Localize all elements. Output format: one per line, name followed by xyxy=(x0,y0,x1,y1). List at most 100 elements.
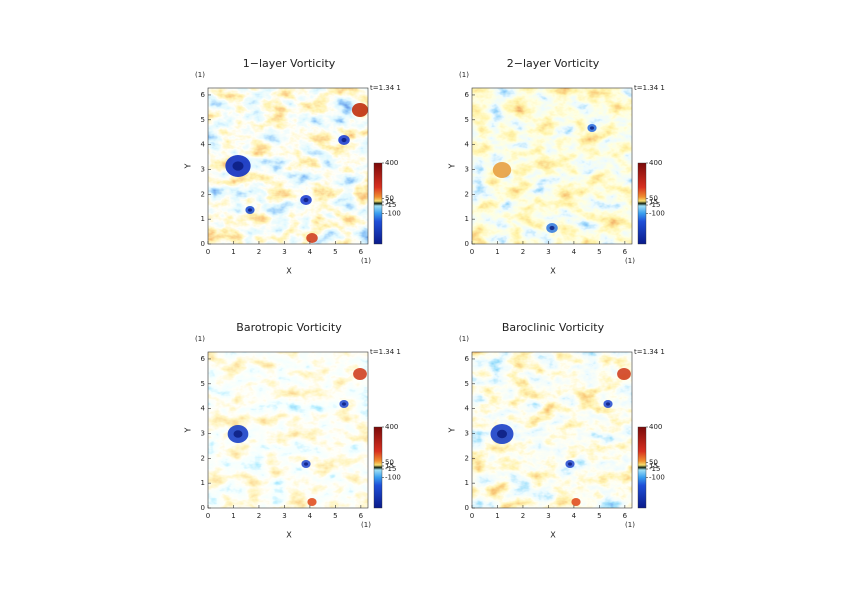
x-axis-label: X xyxy=(550,267,556,276)
x-tick-label: 0 xyxy=(470,512,474,520)
x-tick-label: 3 xyxy=(282,248,286,256)
x-tick-label: 6 xyxy=(623,512,628,520)
colorbar-tick-label: -15 xyxy=(385,201,396,209)
plot-frame xyxy=(207,351,369,509)
y-tick-label: 6 xyxy=(465,91,470,99)
y-tick-label: 6 xyxy=(201,91,206,99)
y-unit: (1) xyxy=(195,71,205,79)
vortex-core xyxy=(549,225,555,231)
plot-frame xyxy=(471,87,633,245)
colorbar-tick-label: 15 xyxy=(649,462,658,470)
panel-title: 2−layer Vorticity xyxy=(507,57,600,70)
y-unit: (1) xyxy=(459,71,469,79)
x-tick-label: 5 xyxy=(333,512,337,520)
y-tick-label: 3 xyxy=(465,165,469,173)
y-tick-label: 5 xyxy=(201,380,205,388)
vortex-core xyxy=(497,429,507,439)
x-tick-label: 5 xyxy=(597,248,601,256)
y-axis-label: Y xyxy=(184,427,193,433)
y-tick-label: 2 xyxy=(201,454,205,462)
x-tick-label: 2 xyxy=(521,248,525,256)
y-tick-label: 6 xyxy=(465,355,470,363)
y-tick-label: 4 xyxy=(465,141,470,149)
x-tick-label: 3 xyxy=(282,512,286,520)
y-tick-label: 6 xyxy=(201,355,206,363)
y-tick-label: 3 xyxy=(465,429,469,437)
colorbar xyxy=(373,426,383,509)
x-tick-label: 0 xyxy=(206,248,210,256)
colorbar-tick-label: -100 xyxy=(385,474,401,482)
panel-title: 1−layer Vorticity xyxy=(243,57,336,70)
panel-title: Baroclinic Vorticity xyxy=(502,321,605,334)
x-tick-label: 4 xyxy=(572,512,577,520)
x-unit: (1) xyxy=(625,257,635,265)
vortex-core xyxy=(303,197,309,203)
colorbar-tick-label: -15 xyxy=(649,201,660,209)
vortex-core xyxy=(248,208,252,212)
x-unit: (1) xyxy=(361,521,371,529)
vortex xyxy=(306,233,318,243)
colorbar-tick-label: 50 xyxy=(385,458,394,466)
x-tick-label: 1 xyxy=(231,512,235,520)
x-tick-label: 0 xyxy=(206,512,210,520)
time-label: t=1.34 1 xyxy=(634,348,665,356)
colorbar-tick-label: 15 xyxy=(385,462,394,470)
vortex-core xyxy=(232,161,244,171)
colorbar-tick-label: 50 xyxy=(385,194,394,202)
y-tick-label: 3 xyxy=(201,165,205,173)
vortex-core xyxy=(304,462,308,466)
colorbar-tick-label: 15 xyxy=(649,198,658,206)
colorbar-tick-label: -15 xyxy=(649,465,660,473)
time-label: t=1.34 1 xyxy=(370,84,401,92)
x-tick-label: 3 xyxy=(546,512,550,520)
colorbar-tick-label: 15 xyxy=(385,198,394,206)
y-axis-label: Y xyxy=(448,427,457,433)
y-tick-label: 3 xyxy=(201,429,205,437)
x-axis-label: X xyxy=(286,531,292,540)
x-tick-label: 4 xyxy=(572,248,577,256)
vortex xyxy=(492,162,512,178)
y-tick-label: 4 xyxy=(201,141,206,149)
plot-frame xyxy=(207,87,369,245)
x-tick-label: 2 xyxy=(521,512,525,520)
x-tick-label: 1 xyxy=(231,248,235,256)
panel: 0 1 2 3 4 5 6 0 1 2 3 4 5 6 2−layer Vorticity X Y (1) (1) t… xyxy=(448,57,665,276)
vortex-core xyxy=(568,462,572,466)
y-tick-label: 2 xyxy=(465,190,469,198)
y-tick-label: 0 xyxy=(465,240,469,248)
x-tick-label: 5 xyxy=(333,248,337,256)
y-tick-label: 1 xyxy=(465,215,469,223)
x-tick-label: 0 xyxy=(470,248,474,256)
y-unit: (1) xyxy=(459,335,469,343)
panel: 0 1 2 3 4 5 6 0 1 2 3 4 5 6 1−layer Vorticity X Y (1) (1) t… xyxy=(184,57,401,276)
vortex-core xyxy=(233,430,243,438)
colorbar xyxy=(637,426,647,509)
x-unit: (1) xyxy=(625,521,635,529)
x-axis-label: X xyxy=(550,531,556,540)
vortex-core xyxy=(341,137,347,143)
colorbar xyxy=(373,162,383,245)
x-tick-label: 6 xyxy=(359,512,364,520)
vortex xyxy=(353,368,367,380)
colorbar-tick-label: 400 xyxy=(385,423,398,431)
vortex-core xyxy=(590,126,594,130)
x-axis-label: X xyxy=(286,267,292,276)
colorbar-tick-label: 400 xyxy=(385,159,398,167)
y-tick-label: 2 xyxy=(201,190,205,198)
y-axis-label: Y xyxy=(184,163,193,169)
colorbar-tick-label: -100 xyxy=(385,210,401,218)
y-axis-label: Y xyxy=(448,163,457,169)
y-tick-label: 5 xyxy=(465,116,469,124)
y-tick-label: 1 xyxy=(465,479,469,487)
y-tick-label: 4 xyxy=(465,405,470,413)
colorbar xyxy=(637,162,647,245)
time-label: t=1.34 1 xyxy=(634,84,665,92)
time-label: t=1.34 1 xyxy=(370,348,401,356)
x-tick-label: 2 xyxy=(257,512,261,520)
vortex-core xyxy=(606,402,610,406)
x-tick-label: 1 xyxy=(495,512,499,520)
x-tick-label: 4 xyxy=(308,248,313,256)
x-tick-label: 1 xyxy=(495,248,499,256)
colorbar-tick-label: 400 xyxy=(649,159,662,167)
